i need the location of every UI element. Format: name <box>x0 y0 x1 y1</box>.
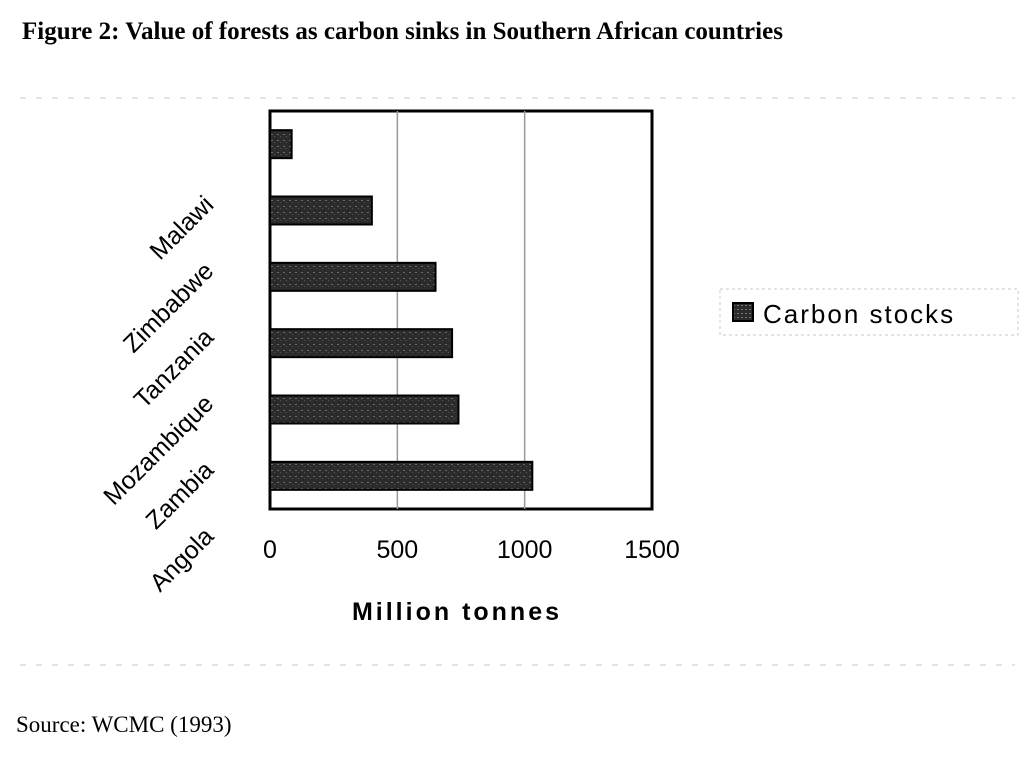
legend-label: Carbon stocks <box>763 299 955 329</box>
x-tick-label: 1500 <box>624 536 680 564</box>
category-label-malawi: Malawi <box>144 191 219 266</box>
x-tick-label: 0 <box>263 536 277 564</box>
bar-chart: 0 500 1000 1500AngolaZambiaMozambiqueTanzan… <box>20 97 1019 666</box>
x-tick-label: 1000 <box>497 536 553 564</box>
category-label-angola: Angola <box>144 522 219 597</box>
bar-tanzania <box>269 261 437 292</box>
bar-zimbabwe <box>269 195 373 226</box>
x-axis-label: Million tonnes <box>352 598 562 626</box>
legend-box <box>719 288 1019 336</box>
x-tick-label: 500 <box>376 536 418 564</box>
figure-source: Source: WCMC (1993) <box>16 712 232 737</box>
legend-swatch <box>732 302 754 322</box>
bar-angola <box>269 460 534 491</box>
bar-zambia <box>269 394 460 425</box>
figure-title: Figure 2: Value of forests as carbon sin… <box>22 18 783 45</box>
bar-malawi <box>269 129 293 160</box>
plot-frame <box>268 109 654 511</box>
legend: Carbon stocks <box>719 288 1019 336</box>
bar-mozambique <box>269 328 454 359</box>
